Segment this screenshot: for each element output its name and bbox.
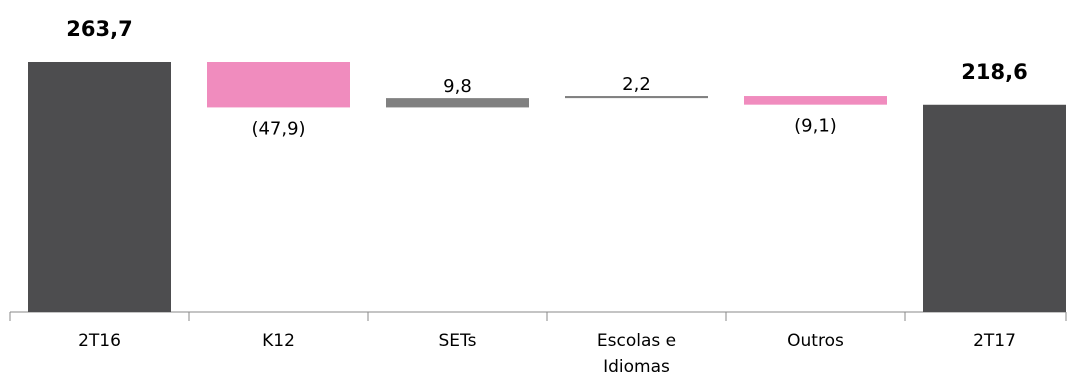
x-tick-label: 2T17 bbox=[973, 331, 1016, 351]
bar bbox=[28, 62, 171, 312]
bar bbox=[386, 98, 529, 108]
x-tick-label: 2T16 bbox=[78, 331, 121, 351]
value-label: 9,8 bbox=[443, 76, 472, 97]
x-tick-label: SETs bbox=[438, 331, 477, 351]
bar bbox=[744, 96, 887, 105]
x-tick-label: Outros bbox=[787, 331, 844, 351]
value-label: 2,2 bbox=[622, 74, 651, 95]
x-tick-label: Escolas e Idiomas bbox=[596, 331, 677, 377]
value-label: (47,9) bbox=[251, 118, 305, 139]
value-label: 263,7 bbox=[66, 17, 132, 41]
bar bbox=[565, 96, 708, 99]
x-tick-label: K12 bbox=[262, 331, 295, 351]
bar bbox=[923, 104, 1066, 312]
value-label: 218,6 bbox=[961, 60, 1027, 84]
bar bbox=[207, 62, 350, 108]
value-label: (9,1) bbox=[794, 116, 837, 137]
